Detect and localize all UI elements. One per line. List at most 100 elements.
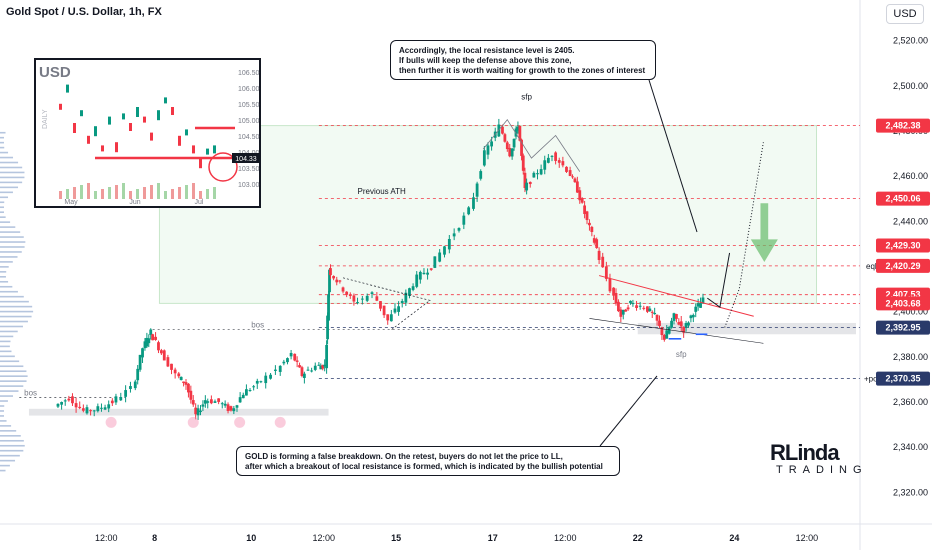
candle-body [516, 126, 520, 131]
volume-profile-bar [0, 226, 16, 228]
candle-body [608, 278, 612, 292]
volume-profile-bar [0, 196, 9, 199]
inset-candle [171, 107, 174, 115]
candle-body [154, 336, 157, 340]
candle-body [696, 303, 700, 307]
volume-profile-bar [0, 395, 13, 397]
candle-body [300, 367, 304, 376]
candle-body [588, 222, 591, 226]
inset-volume-bar [171, 189, 174, 199]
candle-body [319, 365, 323, 370]
inset-candle [178, 135, 181, 146]
candle-body [213, 401, 217, 403]
volume-profile-bar [0, 166, 23, 169]
lower-support-zone [28, 408, 329, 416]
inset-price-tick: 106.00 [238, 86, 260, 93]
candle-body [585, 211, 589, 221]
inset-candle [136, 107, 139, 117]
price-level-tag-text: 2,482.38 [885, 121, 920, 131]
candle-body [67, 398, 71, 401]
candle-body [614, 293, 618, 304]
price-tick-label: 2,440.00 [893, 216, 928, 226]
candle-body [226, 404, 230, 411]
candle-body [679, 321, 683, 327]
candle-body [665, 330, 669, 339]
price-level-tag-text: 2,392.95 [885, 323, 920, 333]
candle-body [173, 369, 177, 374]
candle-body [557, 160, 561, 163]
candle-body [629, 300, 632, 303]
inset-candle [87, 135, 90, 144]
volume-profile-bar [0, 290, 18, 293]
inset-volume-bar [94, 191, 97, 199]
candle-body [575, 181, 579, 193]
candle-body [317, 364, 321, 366]
volume-profile-bar [0, 469, 6, 472]
inset-candle [66, 84, 69, 93]
candle-body [289, 352, 293, 357]
candle-body [92, 410, 96, 412]
candle-body [159, 350, 163, 354]
volume-profile-bar [0, 350, 12, 353]
candle-body [151, 334, 155, 341]
candle-body [138, 354, 142, 370]
price-tick-label: 2,360.00 [893, 397, 928, 407]
candle-body [415, 274, 419, 287]
volume-profile-bar [0, 390, 19, 392]
candle-body [646, 306, 649, 312]
projection-path [707, 252, 731, 309]
logo-main-text: RLinda [770, 440, 840, 465]
volume-profile-bar [0, 156, 14, 159]
inset-volume-bar [157, 183, 160, 199]
candle-body [528, 181, 532, 185]
currency-button[interactable]: USD [886, 4, 924, 24]
volume-profile-bar [0, 375, 28, 377]
volume-profile-bar [0, 141, 4, 144]
eql-label: eql [866, 262, 877, 271]
volume-profile-bar [0, 186, 19, 189]
time-tick-label: 12:00 [796, 533, 819, 543]
candle-body [81, 408, 85, 411]
candle-body [286, 358, 289, 363]
candle-body [672, 313, 676, 321]
volume-profile-bar [0, 246, 25, 248]
candle-body [313, 365, 317, 370]
candle-body [393, 308, 397, 313]
candle-body [684, 323, 688, 328]
candle-body [479, 171, 483, 179]
inset-volume-bar [213, 187, 216, 199]
candle-body [655, 314, 659, 321]
inset-candle [108, 116, 111, 125]
sfp-label-top: sfp [521, 92, 532, 101]
volume-profile-bar [0, 151, 9, 154]
candle-body [612, 287, 615, 296]
candle-body [302, 373, 306, 378]
candle-body [689, 315, 693, 319]
candle-body [443, 246, 446, 255]
volume-profile-bar [0, 315, 32, 318]
candle-body [74, 403, 78, 408]
inset-price-tick: 103.50 [238, 166, 260, 173]
candle-body [543, 160, 547, 170]
candle-body [568, 170, 572, 177]
candle-body [447, 238, 451, 250]
candle-body [201, 404, 205, 407]
candle-body [328, 269, 331, 293]
inset-last-price-tag [232, 153, 260, 163]
triangle-pattern [342, 277, 431, 331]
candle-body [310, 370, 314, 372]
volume-profile-bar [0, 221, 11, 223]
candle-body [206, 401, 210, 403]
candle-body [194, 407, 198, 415]
candle-body [635, 305, 638, 308]
inset-volume-bar [192, 183, 195, 199]
candle-body [119, 397, 123, 401]
volume-profile-bar [0, 335, 14, 338]
candle-body [329, 268, 332, 276]
volume-profile-bar [0, 444, 25, 447]
candle-body [501, 126, 504, 134]
candle-body [85, 407, 89, 414]
candle-body [578, 190, 582, 201]
